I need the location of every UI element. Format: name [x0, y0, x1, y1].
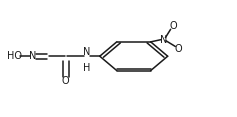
Text: O: O	[62, 76, 70, 86]
Text: N: N	[29, 51, 37, 61]
Text: N: N	[160, 35, 167, 45]
Text: N: N	[83, 47, 91, 57]
Text: O: O	[170, 21, 177, 31]
Text: H: H	[83, 63, 91, 73]
Text: HO: HO	[7, 51, 22, 61]
Text: O: O	[175, 44, 183, 54]
